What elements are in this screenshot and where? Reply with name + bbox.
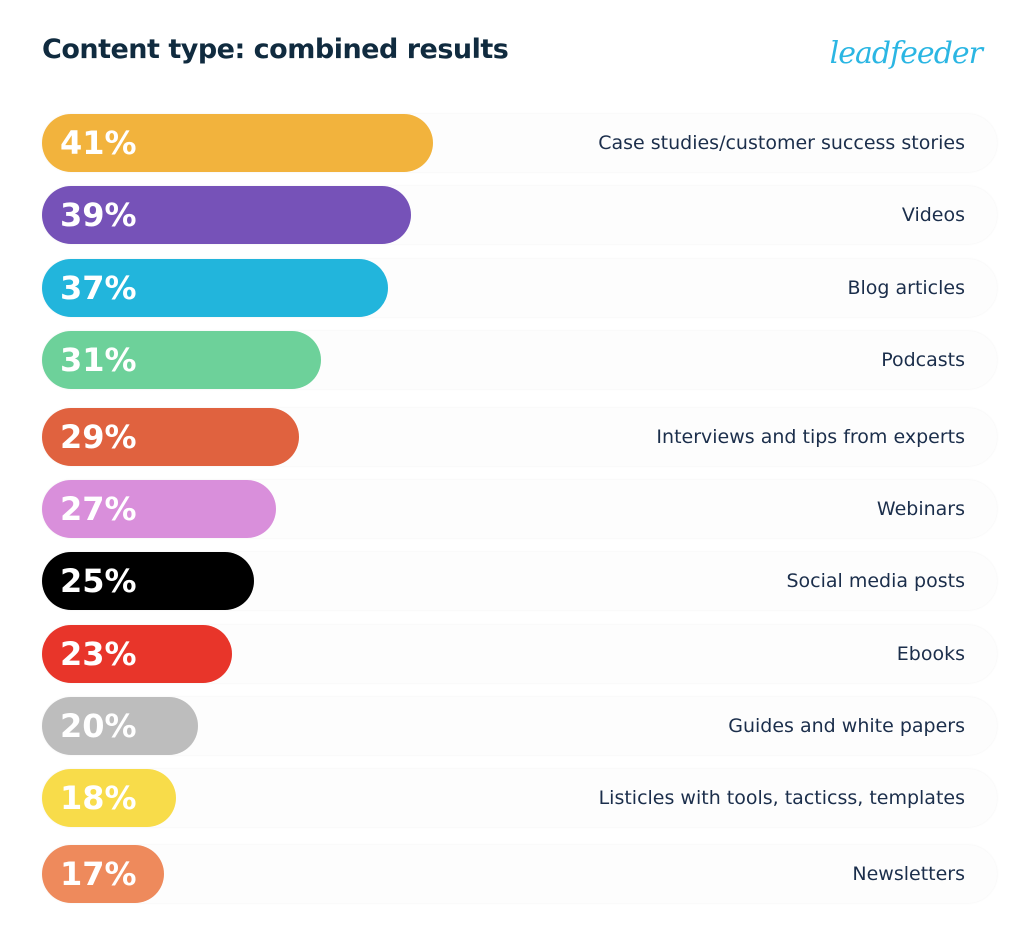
data-label: 17% — [60, 855, 137, 893]
category-label: Newsletters — [852, 863, 965, 885]
data-label: 20% — [60, 707, 137, 745]
data-label: 29% — [60, 418, 137, 456]
bar: 25% — [42, 552, 254, 610]
data-label: 41% — [60, 124, 137, 162]
chart-title: Content type: combined results — [42, 34, 509, 65]
bar-row: 18% Listicles with tools, tacticss, templ… — [42, 769, 997, 827]
bar: 37% — [42, 259, 389, 317]
data-label: 23% — [60, 635, 137, 673]
category-label: Ebooks — [896, 643, 965, 665]
data-label: 25% — [60, 562, 137, 600]
bar-row: 27% Webinars — [42, 480, 997, 538]
bar-row: 31% Podcasts — [42, 331, 997, 389]
bar: 20% — [42, 697, 198, 755]
bar-row: 20% Guides and white papers — [42, 697, 997, 755]
data-label: 31% — [60, 341, 137, 379]
bar-row: 17% Newsletters — [42, 845, 997, 903]
bar-track — [42, 769, 997, 827]
bar-row: 23% Ebooks — [42, 625, 997, 683]
bar: 39% — [42, 186, 411, 244]
category-label: Listicles with tools, tacticss, template… — [598, 787, 965, 809]
bar-row: 29% Interviews and tips from experts — [42, 408, 997, 466]
bar-track — [42, 697, 997, 755]
bar: 18% — [42, 769, 176, 827]
bar-row: 37% Blog articles — [42, 259, 997, 317]
bar: 31% — [42, 331, 322, 389]
category-label: Guides and white papers — [728, 715, 965, 737]
bar: 29% — [42, 408, 299, 466]
leadfeeder-logo: leadfeeder — [829, 36, 983, 71]
bar-row: 41% Case studies/customer success stories — [42, 114, 997, 172]
category-label: Social media posts — [786, 570, 965, 592]
bar: 27% — [42, 480, 277, 538]
data-label: 39% — [60, 196, 137, 234]
data-label: 37% — [60, 269, 137, 307]
category-label: Webinars — [876, 498, 965, 520]
category-label: Podcasts — [881, 349, 965, 371]
category-label: Case studies/customer success stories — [598, 132, 965, 154]
category-label: Blog articles — [847, 277, 965, 299]
bar: 17% — [42, 845, 165, 903]
data-label: 18% — [60, 779, 137, 817]
category-label: Videos — [901, 204, 965, 226]
data-label: 27% — [60, 490, 137, 528]
category-label: Interviews and tips from experts — [656, 426, 965, 448]
bar: 23% — [42, 625, 232, 683]
bar-track — [42, 845, 997, 903]
bar: 41% — [42, 114, 434, 172]
bar-row: 25% Social media posts — [42, 552, 997, 610]
bar-row: 39% Videos — [42, 186, 997, 244]
